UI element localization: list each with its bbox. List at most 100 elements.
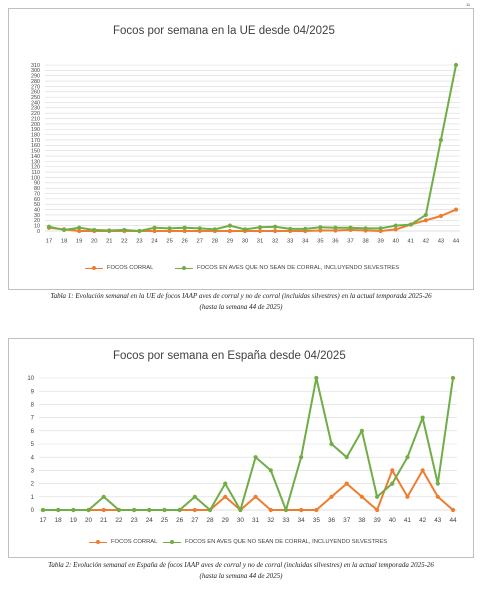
x-tick-label: 17 bbox=[46, 238, 52, 244]
data-point bbox=[192, 494, 197, 499]
x-tick-label: 24 bbox=[146, 517, 154, 524]
data-point bbox=[435, 481, 440, 486]
spain-caption-line-2: (hasta la semana 44 de 2025) bbox=[199, 572, 283, 580]
y-tick-label: 90 bbox=[34, 181, 40, 187]
eu-caption-line-2: (hasta la semana 44 de 2025) bbox=[199, 303, 283, 311]
data-point bbox=[177, 507, 182, 513]
data-point bbox=[268, 507, 273, 513]
data-point bbox=[359, 494, 364, 499]
x-tick-label: 31 bbox=[257, 238, 263, 244]
y-tick-label: 6 bbox=[31, 429, 35, 435]
legend-item-no-corral: FOCOS EN AVES QUE NO SEAN DE CORRAL, INC… bbox=[175, 265, 399, 271]
data-point bbox=[182, 228, 187, 234]
data-point bbox=[393, 223, 398, 228]
x-tick-label: 44 bbox=[449, 517, 457, 524]
data-point bbox=[61, 227, 67, 233]
eu-chart-title: Focos por semana en la UE desde 04/2025 bbox=[113, 25, 335, 37]
x-tick-label: 36 bbox=[332, 238, 338, 244]
data-point bbox=[348, 225, 353, 230]
page-corner-mark: 11 bbox=[466, 2, 471, 7]
data-point bbox=[288, 226, 293, 231]
x-tick-label: 29 bbox=[227, 238, 233, 244]
x-tick-label: 28 bbox=[206, 517, 214, 524]
y-tick-label: 7 bbox=[31, 416, 35, 422]
x-tick-label: 19 bbox=[76, 238, 82, 244]
data-point bbox=[314, 375, 319, 381]
y-tick-label: 2 bbox=[31, 482, 35, 488]
data-point bbox=[92, 227, 97, 233]
data-point bbox=[314, 507, 319, 513]
data-point bbox=[46, 224, 52, 229]
y-tick-label: 170 bbox=[31, 138, 40, 144]
data-point bbox=[162, 507, 167, 513]
data-point bbox=[408, 222, 413, 227]
data-point bbox=[122, 227, 127, 233]
x-tick-label: 37 bbox=[343, 517, 351, 524]
x-tick-label: 42 bbox=[419, 517, 427, 524]
data-point bbox=[344, 481, 349, 486]
y-tick-label: 3 bbox=[31, 469, 35, 475]
data-point bbox=[438, 213, 444, 219]
data-point bbox=[101, 507, 106, 513]
data-point bbox=[329, 494, 334, 499]
x-tick-label: 34 bbox=[302, 238, 309, 244]
spain-chart-frame: Focos por semana en España desde 04/2025… bbox=[8, 338, 474, 558]
series-line-1 bbox=[43, 377, 454, 511]
y-tick-label: 270 bbox=[31, 84, 40, 90]
y-tick-label: 60 bbox=[34, 197, 40, 203]
x-tick-label: 26 bbox=[181, 238, 187, 244]
x-tick-label: 18 bbox=[61, 238, 67, 244]
eu-chart-plot: 0102030405060708090100110120130140150160… bbox=[31, 63, 460, 244]
y-tick-label: 9 bbox=[31, 389, 35, 395]
y-tick-label: 50 bbox=[34, 202, 40, 208]
y-tick-label: 180 bbox=[31, 133, 40, 139]
y-tick-label: 70 bbox=[34, 191, 40, 197]
y-tick-label: 30 bbox=[34, 213, 40, 219]
x-tick-label: 28 bbox=[212, 238, 218, 244]
x-tick-label: 33 bbox=[282, 517, 290, 524]
x-tick-label: 38 bbox=[358, 517, 366, 524]
data-point bbox=[318, 225, 323, 230]
legend-item-corral: FOCOS CORRAL bbox=[85, 265, 153, 271]
data-point bbox=[390, 481, 395, 486]
x-tick-label: 26 bbox=[176, 517, 184, 524]
data-point bbox=[77, 225, 82, 230]
eu-caption-line-1: Tabla 1: Evolución semanal en la UE de f… bbox=[50, 292, 432, 300]
data-point bbox=[359, 428, 364, 433]
data-point bbox=[147, 507, 152, 513]
x-tick-label: 20 bbox=[85, 517, 93, 524]
y-tick-label: 190 bbox=[31, 127, 40, 133]
data-point bbox=[167, 226, 172, 231]
data-point bbox=[238, 507, 243, 513]
y-tick-label: 220 bbox=[31, 111, 40, 117]
data-point bbox=[77, 228, 82, 234]
y-tick-label: 140 bbox=[31, 154, 40, 160]
data-point bbox=[318, 228, 323, 233]
x-tick-label: 35 bbox=[317, 238, 323, 244]
eu-chart-legend: FOCOS CORRAL FOCOS EN AVES QUE NO SEAN D… bbox=[85, 265, 465, 273]
data-point bbox=[207, 507, 213, 513]
x-tick-label: 23 bbox=[136, 238, 142, 244]
x-tick-label: 39 bbox=[377, 238, 383, 244]
y-tick-label: 5 bbox=[31, 442, 35, 448]
x-tick-label: 21 bbox=[106, 238, 112, 244]
eu-chart-caption: Tabla 1: Evolución semanal en la UE de f… bbox=[0, 291, 482, 313]
legend-label-no-corral: FOCOS EN AVES QUE NO SEAN DE CORRAL, INC… bbox=[185, 539, 388, 545]
data-point bbox=[390, 468, 395, 473]
data-point bbox=[374, 494, 380, 499]
x-tick-label: 43 bbox=[438, 238, 444, 244]
y-tick-label: 1 bbox=[31, 495, 35, 501]
data-point bbox=[450, 375, 456, 381]
data-point bbox=[40, 507, 46, 513]
spain-caption-line-1: Tabla 2: Evolución semanal en España de … bbox=[48, 561, 434, 569]
x-tick-label: 17 bbox=[39, 517, 47, 524]
x-tick-label: 23 bbox=[131, 517, 139, 524]
y-tick-label: 10 bbox=[34, 224, 40, 230]
legend-swatch-no-corral bbox=[163, 539, 181, 545]
x-tick-label: 19 bbox=[70, 517, 78, 524]
data-point bbox=[253, 494, 258, 499]
data-point bbox=[405, 494, 410, 499]
x-tick-label: 25 bbox=[166, 238, 172, 244]
data-point bbox=[107, 228, 112, 233]
